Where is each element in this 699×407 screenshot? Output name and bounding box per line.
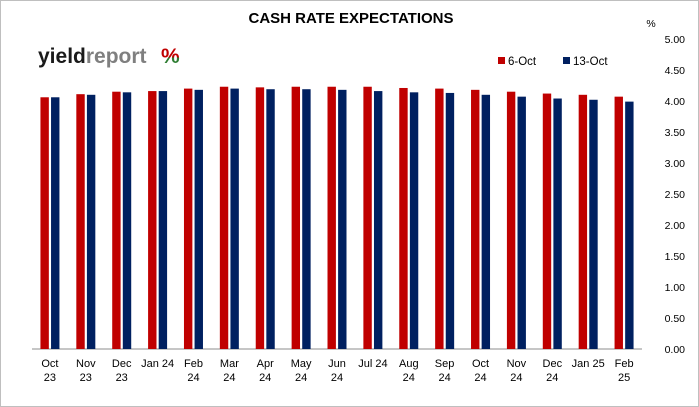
y-tick-label: 0.00 (665, 344, 686, 356)
x-tick-label: Dec 23 (112, 358, 132, 384)
bar-13-oct-3 (158, 91, 168, 349)
y-tick-label: 4.50 (665, 65, 686, 77)
x-tick-label: Sep 24 (435, 358, 455, 384)
logo-part1: yield (38, 45, 86, 68)
x-tick-label: Oct 24 (472, 358, 489, 384)
bar-6-oct-0 (40, 97, 49, 349)
bar-6-oct-13 (506, 91, 516, 349)
bar-6-oct-5 (219, 86, 229, 350)
bar-13-oct-14 (553, 98, 562, 350)
bar-6-oct-3 (148, 91, 157, 349)
bar-13-oct-10 (409, 92, 419, 349)
y-axis: 0.00 0.50 1.00 1.50 2.00 2.50 3.00 3.50 4.00 4.50… (665, 34, 686, 356)
bar-13-oct-1 (86, 94, 96, 349)
bar-13-oct-13 (517, 96, 526, 349)
bar-6-oct-7 (291, 86, 301, 350)
x-tick-label: Nov 23 (76, 358, 96, 384)
plot-area (32, 86, 642, 350)
bar-6-oct-12 (471, 89, 480, 349)
bar-13-oct-6 (266, 89, 275, 349)
bar-6-oct-9 (363, 86, 372, 350)
x-tick-label: Jun 24 (328, 358, 346, 384)
bar-6-oct-10 (399, 87, 408, 349)
bar-6-oct-4 (183, 88, 193, 349)
y-axis-label: % (646, 18, 655, 30)
bar-6-oct-14 (542, 93, 552, 349)
bar-13-oct-2 (122, 92, 132, 349)
legend-swatch-6-oct (498, 57, 505, 64)
svg-text:yieldreport: yieldreport (38, 45, 147, 68)
y-tick-label: 4.00 (665, 96, 686, 108)
y-tick-label: 1.00 (665, 282, 686, 294)
x-tick-label: Jul 24 (358, 358, 387, 370)
bar-6-oct-15 (578, 94, 588, 349)
bar-6-oct-8 (327, 86, 336, 350)
bar-13-oct-16 (625, 101, 634, 350)
bar-13-oct-12 (481, 94, 491, 349)
logo-percent-icon: % (161, 45, 180, 68)
x-tick-label: Apr 24 (257, 358, 274, 384)
x-tick-label: Nov 24 (507, 358, 527, 384)
bar-13-oct-0 (51, 97, 60, 349)
logo-part2: report (86, 45, 147, 68)
x-tick-label: Dec 24 (543, 358, 563, 384)
bar-13-oct-4 (194, 89, 203, 349)
y-tick-label: 2.00 (665, 220, 686, 232)
bar-6-oct-2 (112, 91, 121, 349)
bar-13-oct-7 (302, 89, 311, 349)
y-tick-label: 3.00 (665, 158, 686, 170)
legend: 6-Oct 13-Oct (498, 56, 608, 68)
y-tick-label: 2.50 (665, 189, 686, 201)
x-tick-label: Jan 24 (141, 358, 174, 370)
y-tick-label: 5.00 (665, 34, 686, 46)
bar-6-oct-16 (614, 96, 623, 349)
bar-13-oct-5 (230, 88, 239, 349)
bar-13-oct-11 (445, 92, 455, 349)
x-tick-label: Oct 23 (41, 358, 58, 384)
bar-13-oct-15 (589, 99, 598, 349)
bar-6-oct-11 (435, 88, 444, 349)
y-tick-label: 3.50 (665, 127, 686, 139)
x-tick-label: May 24 (291, 358, 312, 384)
x-axis: Oct 23 Nov 23 Dec 23 Jan 24 Feb 24 Mar 24 Apr 24 May 2… (41, 358, 633, 384)
bar-13-oct-9 (373, 91, 383, 349)
y-tick-label: 0.50 (665, 313, 686, 325)
legend-label-13-oct: 13-Oct (573, 56, 608, 68)
bar-13-oct-8 (338, 89, 347, 349)
legend-swatch-13-oct (563, 57, 570, 64)
x-tick-label: Mar 24 (220, 358, 239, 384)
x-tick-label: Feb 25 (615, 358, 634, 384)
bar-6-oct-6 (255, 87, 265, 350)
y-tick-label: 1.50 (665, 251, 686, 263)
yieldreport-logo: yieldreport % (38, 45, 180, 68)
bar-6-oct-1 (76, 94, 85, 350)
legend-label-6-oct: 6-Oct (508, 56, 537, 68)
x-tick-label: Jan 25 (572, 358, 605, 370)
x-tick-label: Feb 24 (184, 358, 203, 384)
chart-title: CASH RATE EXPECTATIONS (248, 10, 453, 27)
x-tick-label: Aug 24 (399, 358, 419, 384)
